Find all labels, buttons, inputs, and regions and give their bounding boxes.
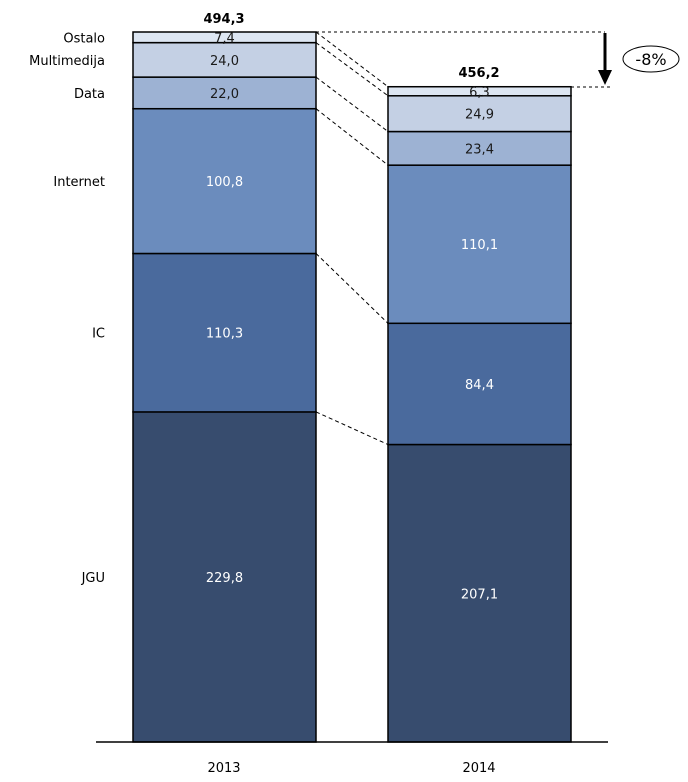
series-label-jgu: JGU (81, 571, 105, 586)
bar-data-2013 (132, 76, 317, 110)
series-label-ic: IC (92, 327, 105, 342)
series-label-internet: Internet (53, 175, 105, 190)
x-tick-label-2014: 2014 (462, 761, 495, 776)
bar-data-2014 (387, 130, 572, 166)
total-label-2013: 494,3 (203, 12, 244, 27)
change-badge: -8% (635, 50, 666, 69)
data-label-ostalo-2014: 6,3 (469, 85, 490, 100)
bar-ic-2014 (387, 322, 572, 446)
connector-internet (315, 108, 389, 166)
bar-internet-2014 (387, 164, 572, 325)
connector-ostalo (315, 31, 389, 88)
connector-lines (315, 31, 389, 445)
connector-jgu (315, 411, 389, 445)
data-label-multimedija-2014: 24,9 (465, 108, 494, 123)
connector-ic (315, 253, 389, 324)
data-label-ic-2014: 84,4 (465, 378, 494, 393)
data-label-multimedija-2013: 24,0 (210, 54, 239, 69)
change-arrow-head (598, 70, 612, 85)
connector-data (315, 76, 389, 132)
data-label-jgu-2013: 229,8 (206, 571, 243, 586)
connector-multimedija (315, 42, 389, 97)
bar-ic-2013 (132, 252, 317, 413)
series-labels: JGU IC Internet Data Multimedija Ostalo (29, 31, 105, 586)
total-label-2014: 456,2 (458, 66, 499, 81)
bars: 229,8 110,3 100,8 22,0 24,0 7,4 207,1 84,4 110,1… (132, 31, 572, 743)
bar-multimedija-2013 (132, 41, 317, 78)
bar-ostalo-2013 (132, 31, 317, 44)
series-label-ostalo: Ostalo (63, 31, 105, 46)
bar-jgu-2013 (132, 411, 317, 743)
x-tick-label-2013: 2013 (207, 761, 240, 776)
data-label-ostalo-2013: 7,4 (214, 31, 235, 46)
bar-jgu-2014 (387, 443, 572, 743)
data-label-internet-2014: 110,1 (461, 238, 498, 253)
series-label-data: Data (74, 87, 105, 102)
series-label-multimedija: Multimedija (29, 54, 105, 69)
change-badge-outline (622, 45, 680, 73)
data-label-jgu-2014: 207,1 (461, 587, 498, 602)
bar-ostalo-2014 (387, 85, 572, 97)
data-label-ic-2013: 110,3 (206, 327, 243, 342)
data-label-data-2014: 23,4 (465, 142, 494, 157)
data-label-internet-2013: 100,8 (206, 175, 243, 190)
data-label-data-2013: 22,0 (210, 87, 239, 102)
